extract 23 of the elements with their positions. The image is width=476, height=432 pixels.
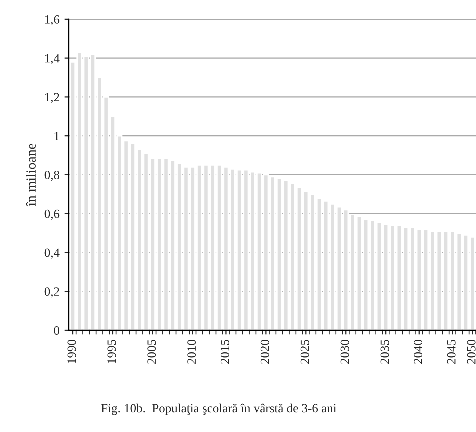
y-tick-label: 0,6	[44, 210, 60, 220]
x-tick-label: 2045	[447, 340, 456, 364]
x-tick-label: 2030	[340, 340, 350, 364]
x-tick-label: 2025	[300, 340, 310, 364]
x-tick-label: 2020	[260, 340, 270, 364]
x-tick-label: 1995	[108, 340, 116, 364]
y-axis-title: în milioane	[26, 144, 36, 207]
y-tick-label: 1,2	[45, 93, 60, 104]
x-tick-label: 2010	[188, 340, 196, 364]
y-tick-label: 0,4	[44, 248, 60, 259]
x-tick-label: 2015	[220, 340, 230, 364]
y-tick-label: 1,6	[45, 16, 60, 26]
x-tick-label: 2040	[414, 340, 423, 364]
x-tick-label: 2005	[148, 340, 156, 364]
x-tick-label: 1990	[68, 340, 76, 364]
x-tick-label: 2035	[380, 340, 390, 364]
y-tick-label: 0	[54, 326, 60, 335]
caption: Fig. 10b. Populaţia şcolară în vârstă de 3-6 ani	[101, 404, 337, 416]
x-tick-label: 2050	[467, 340, 476, 364]
y-tick-label: 1,4	[45, 54, 60, 65]
y-tick-label: 0,2	[44, 288, 60, 298]
y-tick-label: 0,8	[44, 170, 60, 182]
y-tick-label: 1	[54, 132, 60, 140]
